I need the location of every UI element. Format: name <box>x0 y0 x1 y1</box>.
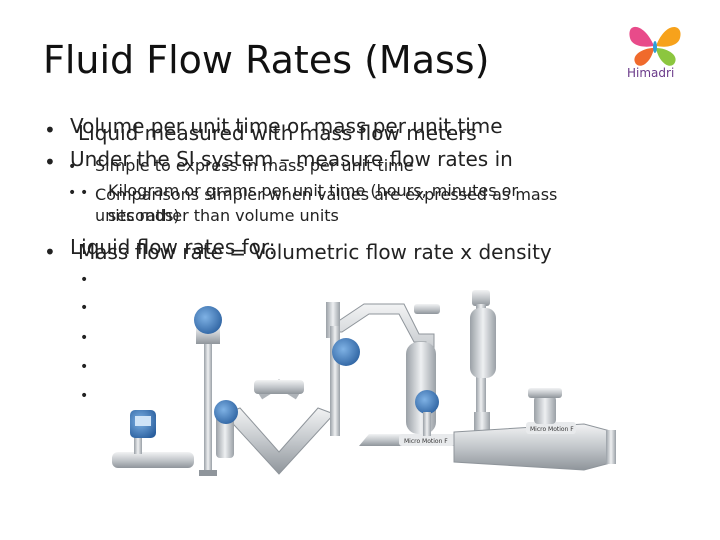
mass-flow-meters-image: Micro Motion F Micro Motion F <box>112 290 616 476</box>
bullet-dot: • <box>80 359 89 375</box>
bullet-dot: • <box>80 272 89 288</box>
bullet-dot: • <box>68 185 77 201</box>
transmitter-head <box>214 400 238 424</box>
bullet-dot: • <box>80 185 89 201</box>
transmitter-head <box>194 306 222 334</box>
list-item: Liquid measured with mass flow meters <box>78 121 477 145</box>
list-item: Kilogram or grams per unit time (hours, … <box>108 181 518 200</box>
meter-label: Micro Motion F <box>404 438 448 445</box>
bullet-dot: • <box>44 118 56 142</box>
meter-body <box>112 452 194 468</box>
bullet-dot: • <box>68 159 77 175</box>
list-item: Mass flow rate = Volumetric flow rate x … <box>78 240 552 264</box>
list-item: Liquid flow rates for: <box>70 235 276 259</box>
bullet-dot: • <box>80 300 89 316</box>
transmitter-head <box>415 390 439 414</box>
bullet-dot: • <box>80 388 89 404</box>
bullet-dot: • <box>44 150 56 174</box>
list-item: Simple to express in mass per unit time <box>95 156 414 175</box>
list-item: Under the SI system – measure flow rates… <box>70 147 513 171</box>
list-item: Volume per unit time or mass per unit ti… <box>70 114 503 138</box>
page-title: Fluid Flow Rates (Mass) <box>43 38 490 82</box>
meter-label: Micro Motion F <box>530 426 574 433</box>
transmitter-head <box>332 338 360 366</box>
logo-text: Himadri <box>627 66 675 80</box>
list-item: units rather than volume units <box>95 206 339 225</box>
bullet-dot: • <box>80 330 89 346</box>
list-item: seconds) <box>108 206 180 225</box>
himadri-logo-icon <box>629 26 681 66</box>
bullet-dot: • <box>44 240 56 264</box>
list-item: Comparisons simpler when values are expr… <box>95 185 558 204</box>
